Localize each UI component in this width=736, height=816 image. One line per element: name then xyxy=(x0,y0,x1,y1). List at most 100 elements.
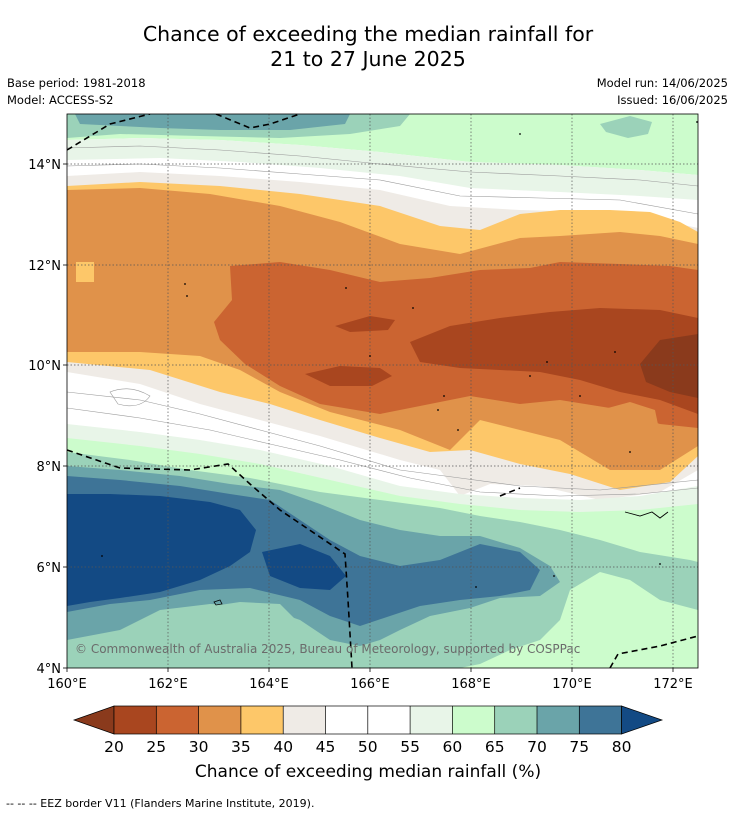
colorbar-bin-30-35 xyxy=(198,706,241,734)
island xyxy=(614,351,616,353)
lon-axis: 160°E 162°E 164°E 166°E 168°E 170°E 172°… xyxy=(47,668,693,692)
contour-line xyxy=(67,163,698,215)
map-title: Chance of exceeding the median rainfall … xyxy=(0,22,736,72)
field-above-80 xyxy=(67,494,256,606)
colorbar-bin-70-75 xyxy=(537,706,580,734)
colorbar-bin-40-45 xyxy=(283,706,326,734)
eez-borders xyxy=(67,114,698,668)
island xyxy=(659,563,661,565)
island xyxy=(519,133,521,135)
colorbar-bin-75-80 xyxy=(579,706,622,734)
island xyxy=(101,555,103,557)
island xyxy=(437,409,439,411)
lon-tick-label: 164°E xyxy=(249,677,289,692)
map-frame xyxy=(66,113,699,669)
island xyxy=(369,355,371,357)
field-20-25 xyxy=(410,308,698,414)
colorbar-label: 65 xyxy=(485,738,505,756)
contour-lines xyxy=(67,145,698,497)
lat-tick-label: 12°N xyxy=(28,259,61,274)
lat-tick-label: 14°N xyxy=(28,158,61,173)
colorbar-label: 30 xyxy=(189,738,209,756)
meta-left: Base period: 1981-2018 Model: ACCESS-S2 xyxy=(7,75,146,109)
eez-border-north-2 xyxy=(215,114,301,129)
lat-axis: 4°N 6°N 8°N 10°N 12°N 14°N xyxy=(28,158,67,677)
field-75-80-northwest xyxy=(75,114,350,130)
lat-tick-label: 10°N xyxy=(28,359,61,374)
island-outline xyxy=(624,511,669,519)
colorbar-extend-high xyxy=(621,705,664,735)
base-period-text: Base period: 1981-2018 xyxy=(7,76,146,90)
model-text: Model: ACCESS-S2 xyxy=(7,93,114,107)
graticule xyxy=(67,114,698,668)
copyright-text: © Commonwealth of Australia 2025, Bureau… xyxy=(75,642,580,656)
field-30-35-patch xyxy=(608,402,660,446)
field-20-25-patch2 xyxy=(335,316,395,332)
title-line-2: 21 to 27 June 2025 xyxy=(270,47,466,71)
island xyxy=(529,375,531,377)
eez-footnote: -- -- -- EEZ border V11 (Flanders Marine… xyxy=(6,797,315,810)
colorbar-bin-25-30 xyxy=(156,706,199,734)
lon-tick-label: 166°E xyxy=(350,677,390,692)
lon-tick-label: 160°E xyxy=(47,677,87,692)
island xyxy=(443,395,445,397)
colorbar-label: 45 xyxy=(316,738,336,756)
island xyxy=(412,307,414,309)
eez-border-middle xyxy=(67,449,353,668)
colorbar-bin-50-55 xyxy=(367,706,411,734)
island xyxy=(696,121,698,123)
lat-tick-label: 4°N xyxy=(37,662,62,677)
island-outline xyxy=(213,599,223,606)
field-35-40-patch xyxy=(76,262,94,282)
field-above-80-patch xyxy=(262,544,346,590)
island xyxy=(184,283,186,285)
field-65-70-patch-south xyxy=(170,602,296,668)
issued-text: Issued: 16/06/2025 xyxy=(617,93,728,107)
island xyxy=(186,295,188,297)
contour-line xyxy=(67,391,698,491)
lon-tick-label: 170°E xyxy=(552,677,592,692)
colorbar-bin-60-65 xyxy=(452,706,495,734)
islands xyxy=(101,121,698,588)
eez-border-east xyxy=(499,487,521,497)
island xyxy=(546,361,548,363)
contour-line xyxy=(109,388,151,407)
field-55-60-north xyxy=(67,138,698,200)
lon-tick-label: 168°E xyxy=(451,677,491,692)
colorbar-bin-55-60 xyxy=(410,706,453,734)
title-line-1: Chance of exceeding the median rainfall … xyxy=(142,22,594,46)
island xyxy=(457,429,459,431)
eez-border-north xyxy=(67,114,151,151)
colorbar-label: 55 xyxy=(400,738,420,756)
contour-line xyxy=(67,407,698,497)
meta-right: Model run: 14/06/2025 Issued: 16/06/2025 xyxy=(597,75,728,109)
model-run-text: Model run: 14/06/2025 xyxy=(596,76,728,90)
colorbar-label: 35 xyxy=(231,738,251,756)
colorbar-label: 75 xyxy=(569,738,589,756)
colorbar-bin-45-50 xyxy=(325,706,368,734)
field-below-20 xyxy=(640,334,698,398)
island xyxy=(345,287,347,289)
colorbar-label: 25 xyxy=(146,738,166,756)
colorbar-label: 80 xyxy=(612,738,632,756)
island xyxy=(475,586,477,588)
island xyxy=(553,575,555,577)
colorbar: 20 25 30 35 40 45 50 55 60 65 70 75 80 xyxy=(72,705,664,756)
colorbar-label: 20 xyxy=(104,738,124,756)
colorbar-label: 60 xyxy=(443,738,463,756)
lat-tick-label: 6°N xyxy=(37,561,62,576)
field-65-70-patch xyxy=(600,116,652,138)
lon-tick-label: 162°E xyxy=(148,677,188,692)
island xyxy=(629,451,631,453)
island xyxy=(579,395,581,397)
lat-tick-label: 8°N xyxy=(37,460,62,475)
rainfall-probability-field xyxy=(67,114,698,668)
colorbar-label: 40 xyxy=(273,738,293,756)
colorbar-bin-65-70 xyxy=(494,706,537,734)
colorbar-bin-35-40 xyxy=(240,706,284,734)
colorbar-label: 70 xyxy=(527,738,547,756)
colorbar-bin-20-25 xyxy=(114,706,157,734)
colorbar-extend-low xyxy=(72,705,115,735)
colorbar-dividers xyxy=(155,706,580,734)
